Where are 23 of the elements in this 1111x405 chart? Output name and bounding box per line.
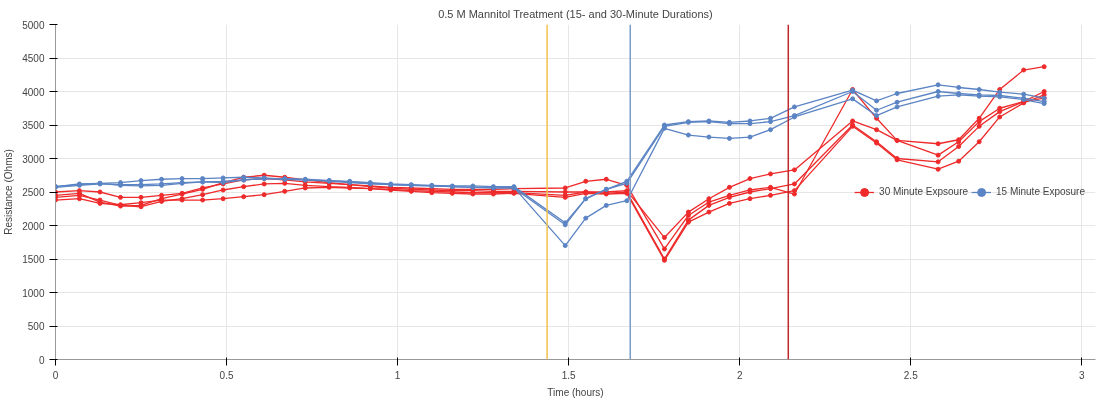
chart-title: 0.5 M Mannitol Treatment (15- and 30-Minute Durations) [438, 7, 713, 20]
x-axis-title: Time (hours) [547, 386, 604, 398]
y-tick-label: 0 [38, 354, 45, 366]
x-tick-label: 1 [394, 369, 401, 381]
y-tick-label: 1500 [22, 254, 45, 265]
y-tick-label: 3500 [22, 120, 45, 131]
x-tick-label: 0 [52, 369, 59, 381]
x-tick-label: 1.5 [561, 369, 577, 381]
x-tick-label: 2 [736, 369, 743, 381]
y-tick-label: 3000 [22, 153, 45, 165]
legend-label: 30 Minute Expsoure [879, 186, 969, 197]
x-tick-label: 2.5 [903, 369, 919, 381]
x-tick-label: 0.5 [219, 369, 234, 381]
y-tick-label: 2000 [22, 220, 45, 232]
x-tick-label: 3 [1079, 369, 1086, 381]
legend-label: 15 Minute Exposure [996, 186, 1085, 197]
y-tick-label: 1000 [22, 287, 45, 299]
y-tick-label: 4500 [22, 53, 45, 64]
y-axis-title: Resistance (Ohms) [3, 149, 15, 235]
y-tick-label: 4000 [22, 86, 45, 98]
y-tick-label: 5000 [22, 19, 45, 31]
y-tick-label: 2500 [22, 187, 45, 198]
y-tick-label: 500 [27, 321, 45, 332]
